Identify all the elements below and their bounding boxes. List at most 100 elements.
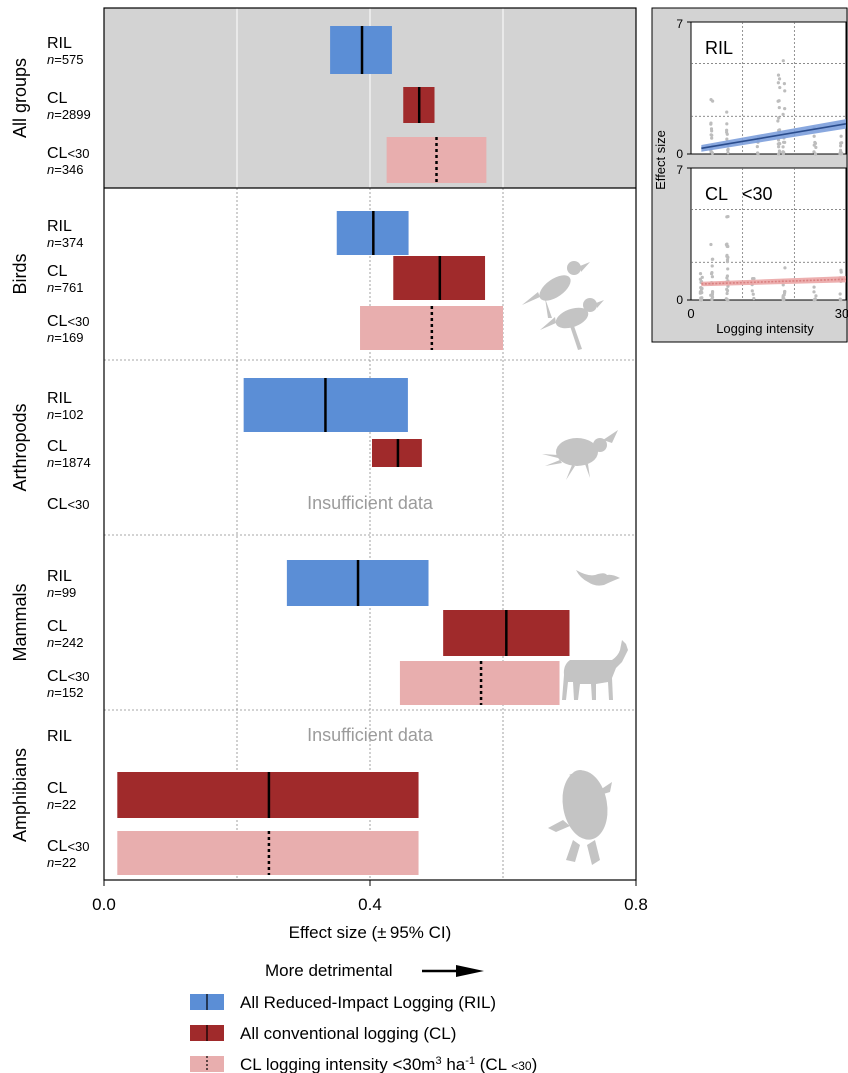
scatter-point [839,142,842,145]
scatter-point [782,113,785,116]
scatter-point [778,86,781,89]
scatter-point [710,297,713,300]
scatter-point [725,276,728,279]
scatter-point [781,145,784,148]
scatter-point [711,264,714,267]
arrow-head [456,965,484,977]
inset-panel: RIL 7 0 CL <30 7 0 Effect size 0 30 Logging intens… [652,8,848,342]
scatter-point [812,290,815,293]
ci-bar-cl30 [400,661,560,705]
y-tick-label: 0 [676,293,683,307]
row-label: CL<30 [47,838,90,855]
scatter-point [726,245,729,248]
bird-silhouette-icon [522,261,604,350]
scatter-point [711,258,714,261]
scatter-point [839,298,842,301]
row-n-label: n=22 [47,797,76,812]
scatter-point [709,98,712,101]
scatter-point [783,291,786,294]
scatter-point [776,119,779,122]
scatter-point [839,144,842,147]
direction-label: More detrimental [265,961,393,980]
scatter-point [783,107,786,110]
scatter-x-tick-label: 30 [835,306,848,321]
scatter-point [777,74,780,77]
scatter-point [813,135,816,138]
scatter-point [709,121,712,124]
scatter-point [711,291,714,294]
group-label: Amphibians [10,748,30,842]
scatter-point [726,298,729,301]
scatter-point [726,267,729,270]
row-label: CL<30 [47,313,90,330]
row-label: RIL [47,35,72,52]
scatter-point [725,122,728,125]
scatter-point [839,269,842,272]
silhouettes [522,261,628,865]
x-tick-label: 0.4 [358,895,382,914]
scatter-point [725,110,728,113]
row-n-label: n=575 [47,52,84,67]
scatter-point [710,136,713,139]
scatter-point [700,287,703,290]
scatter-x-tick-label: 0 [687,306,694,321]
y-tick-label: 0 [676,147,683,161]
row-n-label: n=102 [47,407,84,422]
scatter-point [710,133,713,136]
x-tick-label: 0.0 [92,895,116,914]
scatter-point [783,266,786,269]
row-label: CL<30 [47,496,90,513]
scatter-point [777,81,780,84]
scatter-point [777,116,780,119]
frog-silhouette-icon [548,767,613,865]
row-n-label: n=346 [47,162,84,177]
scatter-point [725,215,728,218]
row-label: CL [47,618,68,635]
panel-label: RIL [705,38,733,58]
scatter-point [777,145,780,148]
row-label: CL [47,90,68,107]
scatter-point [699,272,702,275]
scatter-point [812,286,815,289]
group-label: Mammals [10,583,30,661]
scatter-y-axis-label: Effect size [653,130,668,190]
y-tick-label: 7 [676,17,683,31]
scatter-x-axis-label: Logging intensity [716,321,814,336]
legend: All Reduced-Impact Logging (RIL) All conv… [190,993,537,1073]
row-label: RIL [47,390,72,407]
scatter-point [814,142,817,145]
row-label: CL<30 [47,668,90,685]
insufficient-data-label: Insufficient data [307,493,434,513]
scatter-point [814,297,817,300]
scatter-point [814,152,817,155]
row-label: CL [47,780,68,797]
scatter-point [783,89,786,92]
scatter-point [778,149,781,152]
group-label: Arthropods [10,403,30,491]
scatter-point [782,151,785,154]
scatter-point [710,150,713,153]
scatter-point [782,141,785,144]
scatter-point [839,292,842,295]
row-n-label: n=152 [47,685,84,700]
scatter-point [726,289,729,292]
group-label: All groups [10,58,30,138]
legend-label: CL logging intensity <30m3 ha-1 (CL <30) [240,1055,537,1073]
bat-silhouette-icon [576,570,620,586]
legend-label: All Reduced-Impact Logging (RIL) [240,993,496,1012]
scatter-point [725,292,728,295]
row-label: RIL [47,218,72,235]
row-label: CL [47,263,68,280]
group-label: Birds [10,253,30,294]
scatter-point [783,82,786,85]
scatter-point [700,298,703,301]
y-tick-label: 7 [676,163,683,177]
scatter-point [814,146,817,149]
beetle-silhouette-icon [542,430,618,480]
scatter-point [711,275,714,278]
scatter-point [778,142,781,145]
panel-label: CL [705,184,728,204]
row-label: CL<30 [47,145,90,162]
row-n-label: n=22 [47,855,76,870]
